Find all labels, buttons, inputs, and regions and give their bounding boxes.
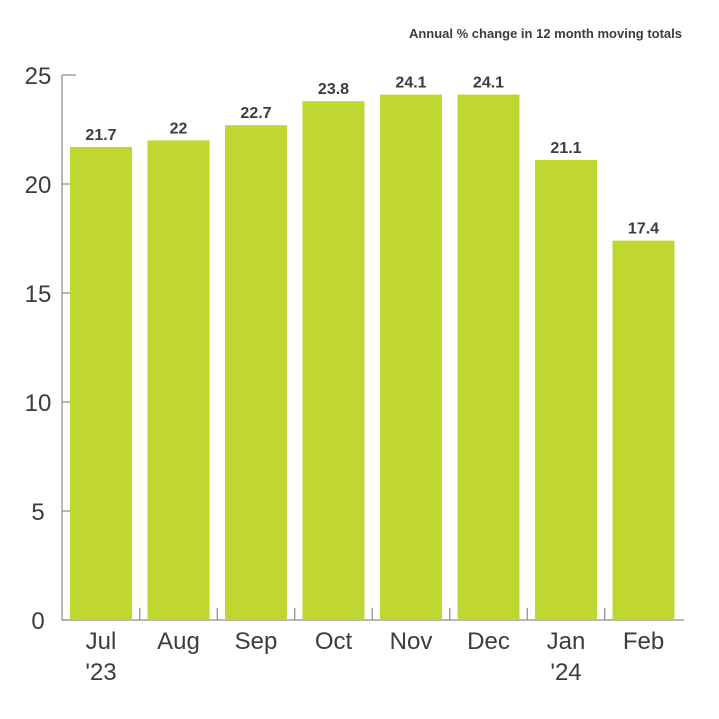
x-tick-label: Oct	[315, 628, 353, 655]
x-tick-label: Jul '23	[85, 628, 116, 686]
data-label: 24.1	[395, 75, 426, 92]
bar	[457, 94, 520, 621]
x-tick-label: Nov	[390, 628, 433, 655]
bars	[70, 94, 675, 621]
bar	[147, 140, 210, 620]
x-tick-label: Sep	[235, 628, 278, 655]
y-tick-label: 20	[25, 172, 52, 199]
data-label: 24.1	[473, 75, 504, 92]
y-tick-label: 5	[31, 499, 44, 526]
x-tick-label: Jan '24	[547, 628, 586, 686]
y-axis: 0 5 10 15 20 25	[25, 63, 76, 635]
x-axis: Jul '23 Aug Sep Oct Nov Dec Jan '24 Feb	[62, 608, 684, 686]
bar	[302, 101, 365, 620]
x-tick-label: Feb	[623, 628, 664, 655]
bar	[225, 125, 287, 620]
bar	[535, 160, 597, 620]
y-tick-label: 10	[25, 390, 52, 417]
data-labels: 21.7 22 22.7 23.8 24.1 24.1 21.1 17.4	[85, 75, 659, 238]
y-tick-label: 0	[31, 608, 44, 635]
y-tick-label: 25	[25, 63, 52, 90]
data-label: 21.7	[85, 127, 116, 144]
data-label: 17.4	[628, 221, 659, 238]
bar	[70, 146, 132, 620]
bar	[612, 240, 675, 620]
data-label: 22	[170, 120, 188, 137]
data-label: 21.1	[550, 140, 581, 157]
data-label: 23.8	[318, 81, 349, 98]
chart-subtitle: Annual % change in 12 month moving total…	[409, 26, 682, 41]
data-label: 22.7	[240, 105, 271, 122]
x-tick-label: Aug	[157, 628, 200, 655]
x-tick-label: Dec	[467, 628, 510, 655]
bar	[380, 94, 442, 621]
y-tick-label: 15	[25, 281, 52, 308]
